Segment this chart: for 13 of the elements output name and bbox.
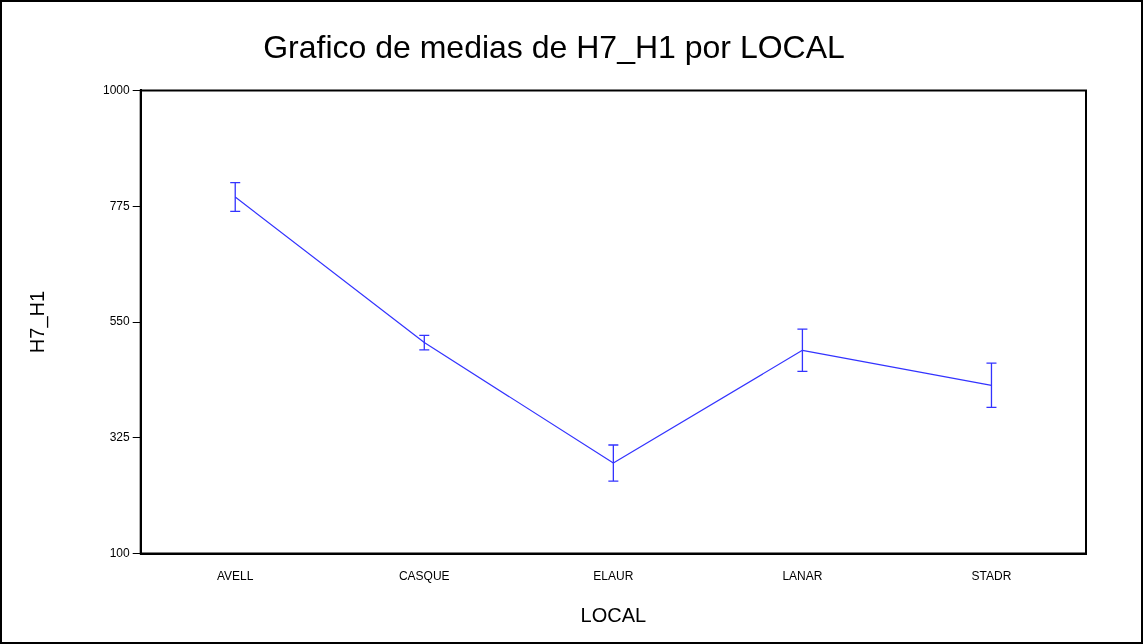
- x-axis-title: LOCAL: [580, 603, 647, 626]
- x-tick-label: STADR: [971, 569, 1012, 584]
- y-tick-label: 775: [109, 198, 131, 213]
- chart-title: Grafico de medias de H7_H1 por LOCAL: [263, 29, 845, 66]
- y-tick-label: 100: [109, 545, 131, 560]
- y-tick-label: 550: [109, 314, 131, 329]
- y-tick-label: 325: [109, 430, 131, 445]
- x-tick-label: AVELL: [216, 569, 254, 584]
- y-tick-label: 1000: [102, 82, 131, 97]
- y-axis-title: H7_H1: [25, 290, 49, 354]
- x-tick-label: LANAR: [782, 569, 823, 584]
- x-tick-label: ELAUR: [593, 569, 634, 584]
- x-tick-label: CASQUE: [398, 569, 450, 584]
